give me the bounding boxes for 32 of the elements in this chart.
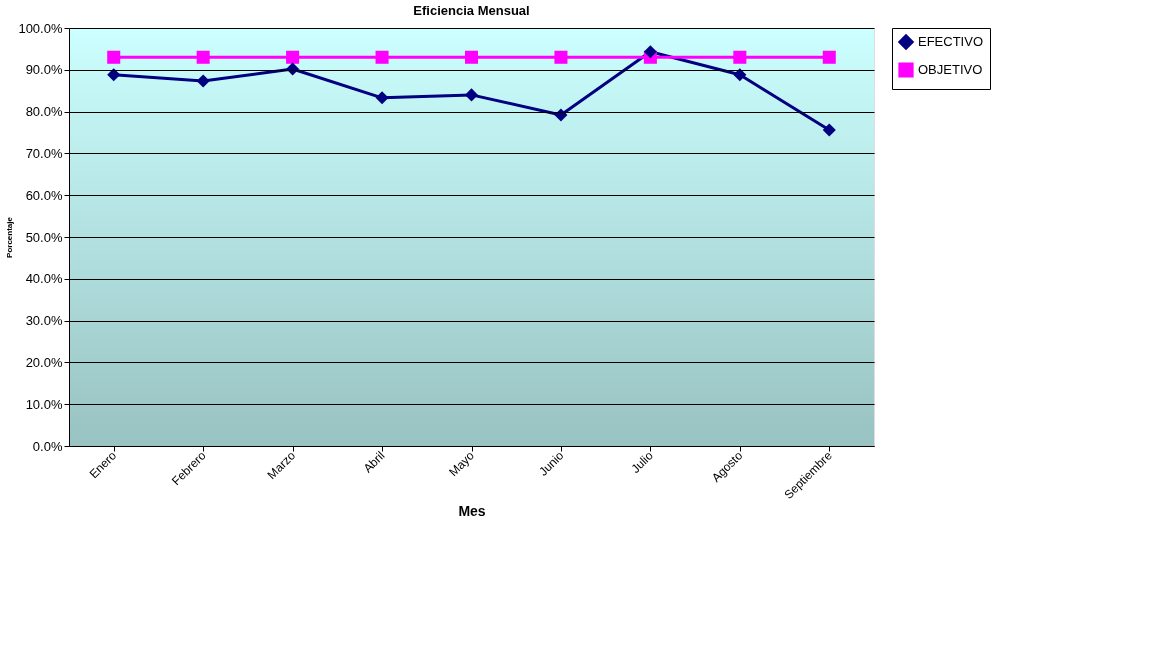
point (107, 50, 121, 64)
y-tick-label: 0.0% (32, 438, 63, 454)
point (286, 50, 300, 64)
y-tick-label: 100.0% (18, 20, 63, 36)
y-tick-label: 60.0% (25, 187, 63, 203)
y-tick-label: 40.0% (25, 271, 63, 287)
point (822, 50, 836, 64)
y-tick-label: 70.0% (25, 145, 63, 161)
y-tick-label: 20.0% (25, 354, 63, 370)
x-axis-title: Mes (458, 503, 486, 520)
point (375, 50, 389, 64)
legend-label: EFECTIVO (918, 34, 984, 49)
x-tick-label: Julio (628, 448, 657, 476)
point (196, 50, 210, 64)
point (107, 68, 121, 82)
legend-label: OBJETIVO (918, 62, 983, 77)
point (733, 68, 747, 82)
point (822, 123, 836, 137)
point (464, 88, 479, 102)
point (554, 50, 568, 64)
y-tick-label: 90.0% (25, 62, 63, 78)
point (643, 45, 657, 59)
y-tick-label: 80.0% (25, 104, 63, 120)
point (375, 91, 389, 105)
point (196, 74, 210, 88)
point (733, 50, 747, 64)
y-tick-label: 10.0% (25, 396, 63, 412)
chart-title: Eficiencia Mensual (413, 3, 530, 18)
y-tick-label: 50.0% (25, 229, 63, 245)
y-axis-title: Porcentaje (5, 216, 15, 258)
point (464, 50, 479, 64)
y-tick-label: 30.0% (25, 313, 63, 329)
